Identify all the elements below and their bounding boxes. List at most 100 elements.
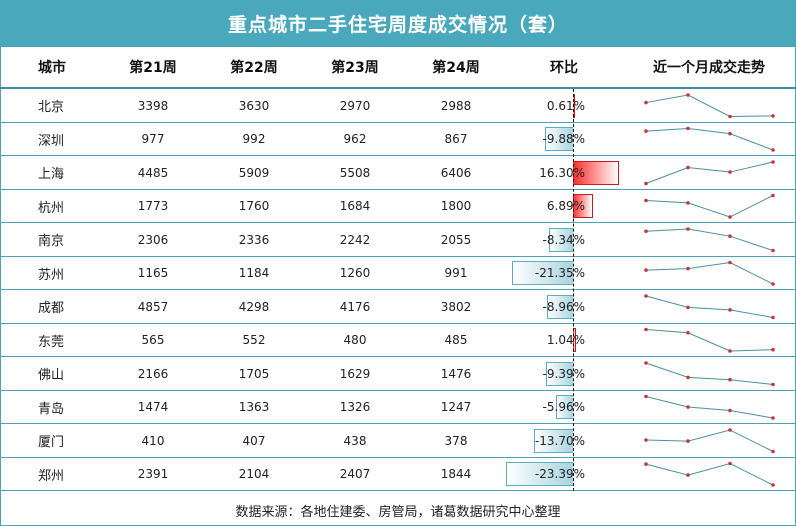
week22-cell: 407: [242, 433, 266, 448]
week22-cell: 992: [242, 132, 266, 146]
week24-cell: 1247: [440, 400, 472, 414]
sparkline-point: [728, 377, 732, 382]
change-bar: [506, 462, 573, 486]
change-label: -9.39%: [542, 366, 585, 381]
week24-cell: 3802: [440, 299, 472, 314]
week23-cell: 962: [343, 132, 367, 146]
sparkline-point: [728, 131, 732, 136]
header-city: 城市: [38, 60, 66, 76]
sparkline: [645, 261, 774, 285]
change-bar: [544, 127, 573, 151]
week22-cell: 4298: [238, 299, 270, 314]
week22-cell: 1705: [238, 366, 270, 381]
week21-cell: 4485: [137, 165, 169, 180]
row-divider: [0, 121, 796, 123]
week22-cell: 2104: [238, 467, 270, 481]
city-cell: 杭州: [38, 200, 65, 216]
sparkline: [645, 161, 774, 184]
sparkline-point: [644, 462, 648, 466]
sparkline-point: [644, 361, 648, 365]
city-cell: 苏州: [38, 267, 65, 283]
data-source-footer: 数据来源：各地住建委、房管局，诸葛数据研究中心整理: [235, 504, 561, 520]
row-divider: [0, 155, 796, 156]
sparkline-point: [644, 394, 648, 399]
sparkline-point: [771, 160, 775, 164]
week23-cell: 1326: [339, 400, 371, 414]
row-divider: [0, 456, 796, 458]
city-cell: 南京: [38, 234, 65, 249]
sparkline-point: [771, 416, 775, 420]
row-divider: [0, 289, 796, 290]
week21-cell: 2306: [137, 232, 169, 247]
sparkline-point: [728, 349, 732, 353]
sparkline-point: [771, 282, 775, 286]
sparkline-point: [771, 347, 775, 352]
week23-cell: 2407: [339, 467, 371, 481]
sparkline-point: [644, 129, 648, 133]
city-cell: 佛山: [38, 368, 65, 383]
sparkline-point: [686, 405, 690, 409]
sparkline: [645, 94, 774, 118]
row-divider: [0, 222, 796, 223]
week21-cell: 3398: [137, 98, 169, 113]
sparkline-point: [644, 327, 648, 332]
sparkline-point: [771, 114, 775, 118]
week21-cell: 2166: [137, 366, 169, 381]
week21-cell: 565: [141, 333, 165, 347]
change-label: 6.89%: [546, 199, 585, 213]
change-bar: [573, 328, 576, 352]
week23-cell: 4176: [339, 299, 371, 314]
week21-cell: 4857: [137, 299, 169, 314]
sparkline: [645, 362, 774, 385]
week24-cell: 867: [444, 132, 468, 146]
sparkline-point: [686, 439, 690, 443]
change-label: -8.34%: [542, 232, 585, 247]
city-cell: 厦门: [38, 435, 65, 450]
week22-cell: 3630: [238, 98, 270, 113]
sparkline-point: [771, 248, 775, 253]
chart-title: 重点城市二手住宅周度成交情况（套）: [0, 0, 796, 46]
change-bar: [573, 93, 575, 118]
change-bar: [546, 361, 573, 386]
sparkline-point: [686, 266, 690, 271]
sparkline-point: [728, 408, 732, 413]
sparkline: [645, 396, 774, 419]
change-bar: [547, 294, 573, 319]
city-cell: 青岛: [38, 401, 65, 417]
week21-cell: 2391: [137, 467, 169, 481]
week23-cell: 2970: [339, 98, 371, 113]
week24-cell: 1844: [440, 467, 472, 481]
week22-cell: 1760: [238, 199, 270, 213]
sparkline-point: [771, 483, 775, 487]
change-bar: [549, 227, 573, 252]
city-cell: 郑州: [38, 468, 65, 484]
week22-cell: 2336: [238, 232, 270, 247]
sparkline-point: [686, 473, 690, 477]
row-divider: [0, 255, 796, 257]
week21-cell: 1474: [137, 400, 169, 414]
week23-cell: 1684: [339, 199, 371, 213]
week21-cell: 1773: [137, 199, 169, 213]
sparkline-point: [644, 198, 648, 203]
change-bar: [533, 428, 573, 453]
week23-cell: 480: [343, 333, 367, 347]
sparkline-point: [771, 449, 775, 454]
change-label: 0.61%: [546, 98, 585, 113]
city-cell: 东莞: [38, 334, 65, 350]
change-label: -8.96%: [542, 299, 585, 314]
change-label: 1.04%: [546, 333, 585, 347]
sparkline-point: [644, 294, 648, 298]
week22-cell: 552: [242, 333, 266, 347]
header-week21: 第21周: [129, 60, 177, 76]
week24-cell: 485: [444, 333, 468, 347]
sparkline-point: [728, 170, 732, 174]
sparkline: [645, 127, 774, 151]
sparkline: [645, 429, 774, 452]
city-cell: 深圳: [38, 133, 65, 149]
change-bar: [512, 261, 573, 285]
row-divider: [0, 356, 796, 357]
change-bar: [573, 160, 620, 185]
sparkline-point: [728, 260, 732, 265]
header-bottom-line: [0, 87, 796, 89]
week23-cell: 438: [343, 433, 367, 448]
